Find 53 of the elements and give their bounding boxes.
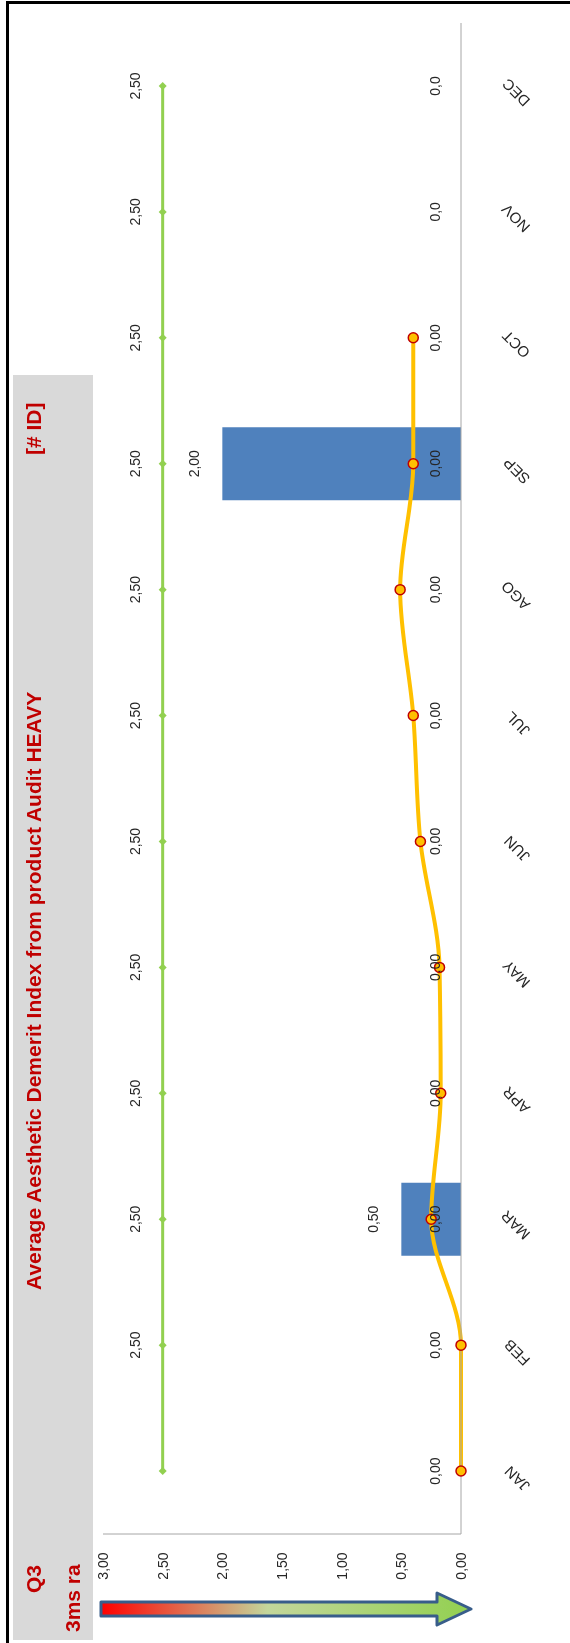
data-label: 2,50	[126, 1079, 143, 1107]
text: [# ID]	[21, 402, 45, 455]
point	[455, 1465, 467, 1477]
point	[158, 711, 167, 720]
point	[407, 332, 420, 344]
annotation: 0,00	[427, 323, 443, 352]
data-label: 2,50	[126, 1331, 143, 1359]
point	[414, 835, 427, 848]
x-tick-label: 0,50	[393, 1552, 410, 1580]
data-label: 2,50	[126, 575, 143, 604]
data-label: 2,50	[126, 953, 143, 981]
point	[455, 1339, 467, 1351]
annotation: 0,0	[427, 76, 443, 96]
data-label: 2,50	[126, 449, 143, 478]
y-tick-label: JUL	[502, 708, 534, 740]
data-label: 2,50	[126, 827, 143, 856]
y-tick-label: OCT	[498, 327, 534, 362]
data-label: 2,50	[126, 72, 143, 100]
point	[158, 1467, 167, 1476]
data-label: 2,50	[126, 701, 143, 730]
point	[407, 457, 420, 470]
annotation: 0,00	[427, 827, 443, 856]
data-label: 2,00	[186, 449, 203, 478]
annotation: 0,0	[427, 201, 443, 222]
point	[158, 963, 167, 972]
text: Average Aesthetic Demerit Index from product Audit HEAVY	[21, 691, 45, 1290]
y-tick-label: SEP	[499, 454, 534, 488]
text: Q3	[21, 1564, 45, 1593]
point	[407, 709, 420, 722]
x-tick-label: 1,00	[333, 1552, 350, 1580]
annotation: 0,00	[427, 575, 443, 604]
x-tick-label: 1,50	[274, 1552, 290, 1580]
annotation: 0,00	[427, 1205, 443, 1233]
x-tick-label: 2,00	[214, 1552, 231, 1580]
annotation: 0,00	[427, 1079, 443, 1107]
point	[158, 837, 167, 846]
data-label: 2,50	[126, 198, 143, 226]
annotation: 0,00	[427, 701, 443, 730]
y-tick-label: JUN	[500, 832, 534, 866]
annotation: 0,00	[427, 449, 443, 478]
annotation: 0,00	[427, 1331, 443, 1359]
point	[158, 81, 167, 90]
data-label: 0,50	[365, 1205, 382, 1233]
point	[394, 583, 406, 596]
data-label: 2,50	[126, 1205, 143, 1233]
x-tick-label: 2,50	[154, 1552, 171, 1580]
annotation: 0,00	[427, 1457, 443, 1485]
x-tick-label: 0,00	[453, 1552, 469, 1580]
text: 3ms ra	[60, 1563, 84, 1632]
data-label: 2,50	[126, 323, 143, 352]
x-tick-label: 3,00	[95, 1552, 111, 1580]
y-tick-label: JAN	[501, 1462, 534, 1495]
annotation: 0,00	[427, 953, 443, 981]
